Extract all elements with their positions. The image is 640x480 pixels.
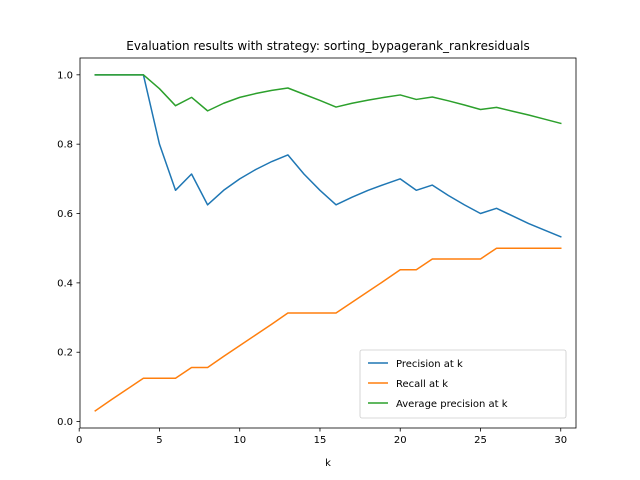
x-tick-label: 15 bbox=[314, 435, 327, 446]
legend-box bbox=[359, 349, 567, 419]
series-line-3 bbox=[94, 74, 562, 125]
y-tick-label: 1.0 bbox=[57, 70, 73, 81]
y-tick-label: 0.0 bbox=[57, 417, 73, 428]
x-axis-label: k bbox=[325, 458, 331, 469]
plot-frame bbox=[79, 57, 577, 429]
y-tick-label: 0.8 bbox=[57, 140, 73, 151]
x-axis: 0 5 10 15 20 25 30 bbox=[76, 428, 567, 446]
x-tick-label: 30 bbox=[554, 435, 567, 446]
x-tick-label: 5 bbox=[156, 435, 162, 446]
x-tick-label: 0 bbox=[76, 435, 82, 446]
y-axis: 0.0 0.2 0.4 0.6 0.8 1.0 bbox=[57, 70, 80, 428]
series-group bbox=[94, 74, 562, 412]
series-line-1 bbox=[94, 74, 562, 238]
legend: Precision at k Recall at k Average precisi… bbox=[359, 349, 567, 419]
x-tick-label: 25 bbox=[474, 435, 487, 446]
y-tick-label: 0.6 bbox=[57, 209, 73, 220]
x-tick-label: 20 bbox=[394, 435, 407, 446]
x-tick-label: 10 bbox=[233, 435, 246, 446]
legend-entry: Average precision at k bbox=[396, 399, 508, 410]
y-tick-label: 0.4 bbox=[57, 278, 73, 289]
legend-entry: Recall at k bbox=[396, 379, 448, 390]
series-line-2 bbox=[94, 247, 562, 412]
legend-entry: Precision at k bbox=[396, 359, 463, 370]
y-tick-label: 0.2 bbox=[57, 348, 73, 359]
chart-title: Evaluation results with strategy: sortin… bbox=[126, 39, 529, 53]
